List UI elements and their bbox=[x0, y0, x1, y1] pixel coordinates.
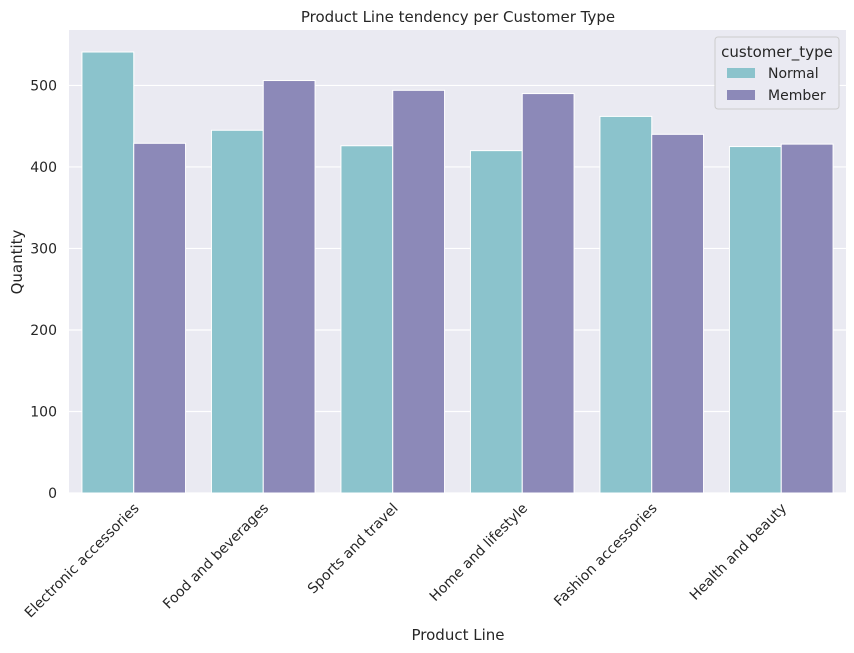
bar-normal-3 bbox=[469, 150, 523, 494]
bar-member-1 bbox=[262, 80, 316, 494]
bar-member-3 bbox=[521, 93, 575, 494]
y-tick-labels: 0 100 200 300 400 500 bbox=[30, 78, 57, 502]
legend-title: customer_type bbox=[721, 43, 833, 62]
bar-member-5 bbox=[780, 143, 834, 494]
bar-member-2 bbox=[392, 89, 446, 494]
y-tick-label: 100 bbox=[30, 404, 57, 420]
x-tick-label: Electronic accessories bbox=[22, 501, 143, 622]
bar-normal-0 bbox=[81, 51, 135, 494]
bar-member-0 bbox=[133, 142, 187, 494]
bar-normal-4 bbox=[599, 115, 653, 494]
bars bbox=[81, 51, 834, 494]
legend-swatch-member bbox=[727, 90, 755, 100]
y-tick-label: 500 bbox=[30, 78, 57, 94]
legend-label-normal: Normal bbox=[768, 66, 819, 82]
x-tick-label: Home and lifestyle bbox=[427, 501, 531, 605]
bar-normal-5 bbox=[728, 146, 782, 494]
y-tick-label: 0 bbox=[48, 486, 57, 502]
y-tick-label: 400 bbox=[30, 160, 57, 176]
legend-swatch-normal bbox=[727, 68, 755, 78]
x-tick-label: Food and beverages bbox=[160, 501, 272, 613]
y-axis-title: Quantity bbox=[8, 229, 26, 294]
bar-normal-2 bbox=[340, 145, 394, 494]
bar-normal-1 bbox=[210, 129, 264, 494]
x-tick-labels: Electronic accessories Food and beverages… bbox=[22, 501, 790, 622]
legend-label-member: Member bbox=[768, 88, 826, 104]
legend: customer_type Normal Member bbox=[714, 36, 840, 110]
y-tick-label: 200 bbox=[30, 323, 57, 339]
x-axis-title: Product Line bbox=[412, 626, 505, 644]
chart-title: Product Line tendency per Customer Type bbox=[301, 8, 615, 26]
x-tick-label: Health and beauty bbox=[687, 501, 790, 604]
x-tick-label: Fashion accessories bbox=[551, 501, 660, 610]
x-tick-label: Sports and travel bbox=[305, 501, 402, 598]
y-tick-label: 300 bbox=[30, 241, 57, 257]
bar-member-4 bbox=[651, 133, 705, 494]
